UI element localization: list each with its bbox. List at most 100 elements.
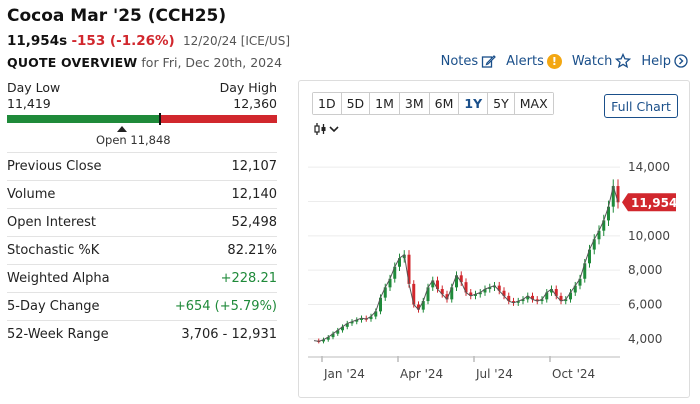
quote-overview: QUOTE OVERVIEW for Fri, Dec 20th, 2024 [7, 55, 282, 70]
candle-body [341, 326, 344, 331]
range-button-5y[interactable]: 5Y [488, 93, 515, 114]
candle-body [440, 289, 444, 295]
candle-body [559, 295, 563, 302]
range-bar-green [7, 115, 159, 123]
candle-body [535, 299, 539, 302]
candle-body [573, 285, 577, 293]
chevron-right-icon [674, 54, 688, 68]
range-button-1y[interactable]: 1Y [459, 93, 489, 114]
y-tick-label: 4,000 [628, 332, 662, 346]
candle-body [578, 278, 582, 286]
star-icon [615, 53, 632, 69]
chevron-down-icon [329, 126, 339, 133]
stat-value: 52,498 [231, 215, 278, 230]
candle-body [592, 239, 596, 250]
candle-body [588, 249, 591, 264]
range-button-1d[interactable]: 1D [313, 93, 342, 114]
range-button-3m[interactable]: 3M [399, 93, 430, 114]
stat-value: 82.21% [227, 243, 277, 258]
day-low-value: 11,419 [7, 96, 51, 111]
day-low-label: Day Low [7, 80, 61, 95]
range-button-max[interactable]: MAX [514, 93, 553, 114]
candle-body [554, 289, 558, 296]
notes-link[interactable]: Notes [441, 53, 497, 69]
candle-body [564, 299, 568, 302]
day-high-label: Day High [219, 80, 277, 95]
stat-label: Stochastic %K [7, 243, 100, 258]
y-tick-label: 14,000 [628, 160, 670, 174]
candle-body [483, 289, 487, 293]
candle-body [464, 282, 468, 293]
help-link[interactable]: Help [641, 53, 688, 69]
help-label: Help [641, 53, 671, 69]
stat-row: Stochastic %K 82.21% [7, 236, 277, 264]
notes-label: Notes [440, 53, 479, 69]
candle-body [398, 258, 401, 267]
stat-value: +228.21 [220, 271, 277, 286]
candle-body [383, 287, 387, 298]
range-bar-red [161, 115, 277, 123]
quote-meta: 12/20/24 [ICE/US] [183, 34, 291, 48]
stat-label: 5-Day Change [7, 299, 100, 314]
candle-body [388, 278, 392, 288]
overview-heading: QUOTE OVERVIEW [7, 55, 138, 70]
y-tick-label: 6,000 [628, 298, 662, 312]
stat-value: +654 (+5.79%) [174, 299, 277, 314]
candle-body [478, 292, 482, 295]
candle-body [431, 280, 435, 288]
candle-body [521, 299, 525, 302]
day-range: Day Low Day High 11,419 12,360 [7, 80, 277, 125]
candle-body [569, 292, 572, 300]
candle-body [493, 285, 496, 288]
stats-table: Previous Close 12,107 Volume 12,140 Open Int… [7, 152, 277, 348]
price-change: -153 (-1.26%) [71, 33, 175, 49]
candle-body [507, 295, 511, 302]
stat-label: Previous Close [7, 159, 102, 174]
y-tick-label: 10,000 [628, 229, 670, 243]
price-line [313, 184, 619, 342]
watch-label: Watch [571, 53, 613, 69]
quote-line: 11,954s -153 (-1.26%) 12/20/24 [ICE/US] [7, 33, 290, 49]
candlestick-icon [314, 123, 326, 135]
candle-body [331, 333, 335, 338]
stat-value: 12,107 [231, 159, 278, 174]
candle-body [336, 330, 340, 334]
candle-body [597, 230, 601, 240]
candle-body [583, 263, 587, 279]
candle-body [360, 318, 363, 320]
last-price-marker [159, 113, 161, 125]
candle-body [345, 323, 349, 327]
candle-body [450, 287, 454, 300]
range-button-6m[interactable]: 6M [429, 93, 460, 114]
stat-row: 52-Week Range 3,706 - 12,931 [7, 320, 277, 348]
candle-body [421, 301, 425, 310]
candle-body [545, 292, 549, 300]
candle-body [355, 319, 359, 322]
contract-title: Cocoa Mar '25 (CCH25) [7, 6, 227, 26]
full-chart-button[interactable]: Full Chart [604, 94, 678, 118]
watch-link[interactable]: Watch [571, 53, 632, 69]
candle-body [350, 321, 354, 324]
day-high-value: 12,360 [233, 96, 277, 111]
candle-body [616, 186, 620, 203]
range-selector: 1D 5D 1M 3M 6M 1Y 5Y MAX [312, 92, 554, 115]
last-price-tag-label: 11,954 [631, 196, 677, 210]
range-button-5d[interactable]: 5D [341, 93, 371, 114]
candle-body [459, 275, 463, 283]
alerts-label: Alerts [506, 53, 544, 69]
chart-tools-toggle[interactable] [314, 122, 339, 136]
candle-body [407, 254, 411, 284]
candle-body [412, 283, 416, 305]
range-button-1m[interactable]: 1M [370, 93, 400, 114]
candle-body [417, 304, 420, 310]
x-tick-label: Oct '24 [552, 367, 595, 381]
y-tick-label: 8,000 [628, 263, 662, 277]
candle-body [607, 206, 610, 221]
stat-value: 12,140 [231, 187, 278, 202]
x-tick-label: Jan '24 [323, 367, 365, 381]
stat-value: 3,706 - 12,931 [181, 327, 277, 342]
alerts-link[interactable]: Alerts ! [506, 53, 562, 69]
stat-label: Volume [7, 187, 56, 202]
candle-body [540, 299, 544, 302]
candle-body [369, 316, 373, 320]
